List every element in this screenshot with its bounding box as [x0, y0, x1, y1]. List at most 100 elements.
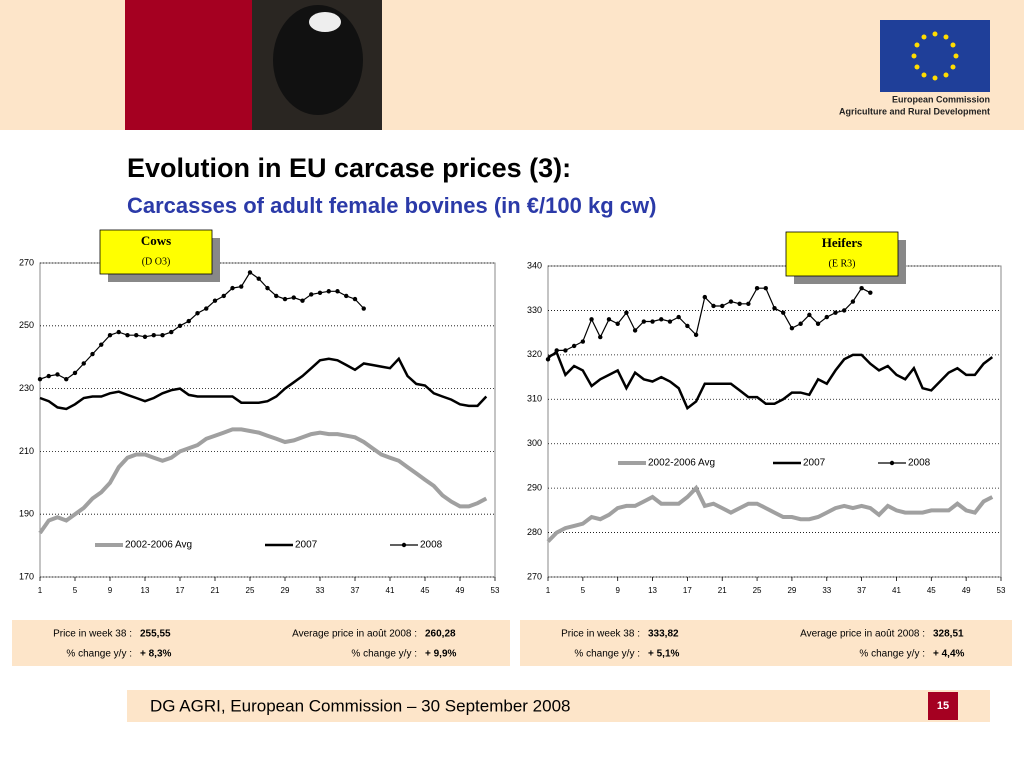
- point: [598, 334, 603, 340]
- point: [659, 317, 664, 322]
- plot-area: [547, 265, 1002, 578]
- stats-text: Price in week 38 :: [53, 629, 132, 640]
- point: [169, 329, 174, 335]
- label-box: [99, 229, 213, 275]
- x-tick-label: 29: [281, 586, 290, 595]
- point: [641, 319, 647, 324]
- point: [361, 306, 366, 311]
- point: [344, 293, 349, 299]
- point: [335, 289, 340, 294]
- point: [850, 299, 856, 304]
- point: [107, 333, 113, 338]
- point: [151, 333, 156, 338]
- point: [81, 361, 86, 366]
- point: [589, 317, 594, 322]
- point: [693, 332, 699, 338]
- legend-label: 2007: [803, 458, 826, 469]
- point: [833, 310, 838, 315]
- point: [221, 293, 226, 299]
- point: [868, 290, 873, 295]
- x-tick-label: 9: [615, 586, 620, 595]
- point: [615, 321, 620, 326]
- x-tick-label: 17: [683, 586, 692, 595]
- x-tick-label: 41: [386, 586, 395, 595]
- point: [632, 328, 638, 333]
- stats-text: Price in week 38 :: [561, 629, 640, 640]
- title: Evolution in EU carcase prices (3):: [127, 153, 571, 183]
- point: [282, 296, 288, 302]
- x-tick-label: 49: [456, 586, 465, 595]
- y-tick-label: 280: [527, 527, 542, 537]
- series-line: [39, 356, 488, 411]
- point: [352, 296, 358, 302]
- series-line: [547, 350, 994, 411]
- page-number: 15: [937, 700, 949, 712]
- footer-text: DG AGRI, European Commission – 30 Septem…: [150, 696, 571, 715]
- stats-text: % change y/y :: [66, 649, 132, 660]
- y-tick-label: 290: [527, 483, 542, 493]
- point: [160, 333, 165, 338]
- legend-label: 2002-2006 Avg: [648, 458, 715, 469]
- x-tick-label: 41: [892, 586, 901, 595]
- point: [300, 298, 305, 303]
- point: [676, 314, 681, 320]
- stats-text: Average price in août 2008 :: [800, 629, 925, 640]
- point: [685, 323, 690, 329]
- x-tick-label: 33: [822, 586, 831, 595]
- footer-bar: [127, 690, 990, 722]
- plot-area: [39, 262, 496, 578]
- point: [46, 373, 51, 379]
- point: [807, 312, 812, 318]
- point: [204, 306, 209, 311]
- x-tick-label: 13: [141, 586, 150, 595]
- x-tick-label: 53: [997, 586, 1006, 595]
- y-tick-label: 170: [19, 571, 34, 581]
- x-tick-label: 33: [316, 586, 325, 595]
- point: [859, 286, 864, 291]
- point: [772, 306, 777, 311]
- logo-text: European Commission: [892, 94, 990, 104]
- point: [580, 339, 586, 344]
- point: [702, 294, 708, 300]
- point: [841, 308, 847, 313]
- stats-text: 333,82: [648, 629, 679, 640]
- x-tick-label: 29: [787, 586, 796, 595]
- stats-text: 328,51: [933, 629, 964, 640]
- x-tick-label: 37: [351, 586, 360, 595]
- stats-box: [520, 620, 1012, 666]
- x-tick-label: 21: [718, 586, 727, 595]
- point: [650, 319, 655, 324]
- legend-label: 2008: [420, 540, 443, 551]
- legend-label: 2007: [295, 540, 318, 551]
- subtitle: Carcasses of adult female bovines (in €/…: [127, 193, 656, 218]
- series-line: [38, 427, 488, 535]
- x-tick-label: 5: [581, 586, 586, 595]
- legend-label: 2002-2006 Avg: [125, 540, 192, 551]
- x-tick-label: 1: [38, 586, 43, 595]
- y-tick-label: 270: [19, 257, 34, 267]
- label-title: Cows: [141, 233, 171, 248]
- eu-flag: [880, 20, 990, 92]
- stats-text: % change y/y :: [859, 649, 925, 660]
- point: [798, 321, 803, 326]
- page-box: [928, 692, 958, 720]
- point: [239, 284, 244, 289]
- label-box: [785, 231, 899, 277]
- point: [37, 376, 43, 382]
- x-tick-label: 45: [421, 586, 430, 595]
- y-tick-label: 320: [527, 349, 542, 359]
- x-tick-label: 53: [491, 586, 500, 595]
- point: [134, 333, 139, 338]
- point: [571, 343, 577, 349]
- label-subtitle: (E R3): [829, 258, 856, 269]
- x-tick-label: 21: [211, 586, 220, 595]
- point: [545, 357, 551, 362]
- x-tick-label: 49: [962, 586, 971, 595]
- stats-box: [12, 620, 510, 666]
- point: [728, 299, 734, 304]
- point: [55, 372, 60, 377]
- point: [99, 342, 104, 347]
- y-tick-label: 190: [19, 509, 34, 519]
- y-tick-label: 330: [527, 305, 542, 315]
